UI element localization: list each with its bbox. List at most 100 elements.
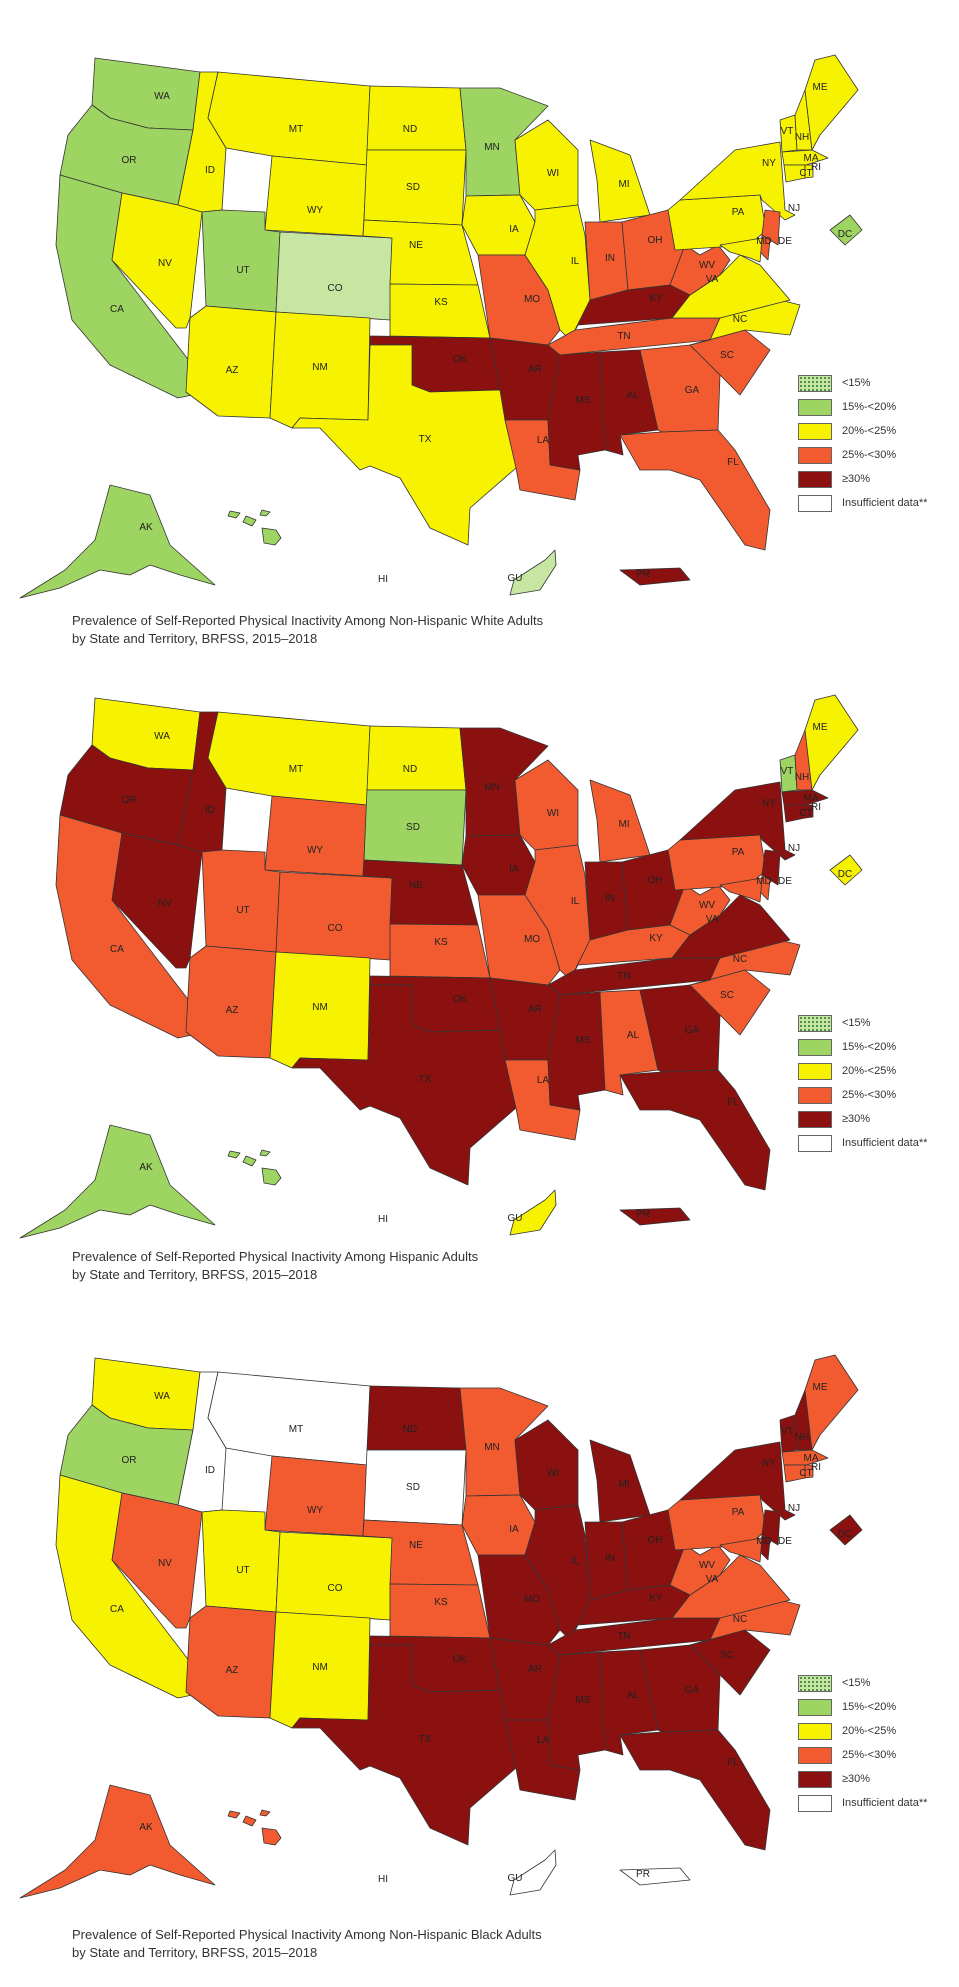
state-label-az: AZ [226,1005,239,1016]
legend-swatch [798,1795,832,1812]
state-wi [514,759,579,851]
state-label-dc: DC [838,1529,852,1540]
state-il [524,1504,591,1641]
legend-label: 25%-<30% [842,449,897,461]
state-label-vt: VT [781,766,794,777]
state-dc [829,1514,863,1546]
map-caption: Prevalence of Self-Reported Physical Ina… [72,612,543,648]
state-label-wy: WY [307,205,323,216]
legend-label: 25%-<30% [842,1089,897,1101]
state-label-fl: FL [727,1097,739,1108]
state-label-nh: NH [795,132,809,143]
state-label-oh: OH [648,875,663,886]
state-tx [291,984,517,1186]
state-label-fl: FL [727,457,739,468]
state-label-mo: MO [524,294,540,305]
caption-line-1: Prevalence of Self-Reported Physical Ina… [72,1249,479,1264]
state-label-sc: SC [720,990,734,1001]
state-label-mn: MN [484,782,500,793]
legend-label: <15% [842,377,871,389]
map-caption: Prevalence of Self-Reported Physical Ina… [72,1248,478,1284]
state-co [275,871,393,961]
state-label-wa: WA [154,731,170,742]
state-label-mt: MT [289,1424,303,1435]
legend-swatch [798,1747,832,1764]
state-mt [207,71,371,166]
state-label-nj: NJ [788,203,800,214]
state-label-wy: WY [307,1505,323,1516]
state-label-ia: IA [509,1524,519,1535]
state-label-tn: TN [617,971,630,982]
legend-swatch [798,1675,832,1692]
state-label-nm: NM [312,1002,328,1013]
legend-label: 20%-<25% [842,1065,897,1077]
state-label-mi: MI [618,1479,629,1490]
state-label-hi: HI [378,574,388,585]
state-label-ak: AK [139,1822,153,1833]
state-label-in: IN [605,253,615,264]
state-pr [619,567,691,586]
state-wy [264,155,368,237]
state-label-al: AL [627,1690,640,1701]
state-label-nv: NV [158,258,172,269]
state-label-ks: KS [434,297,448,308]
map-panel-non-hispanic-white: WA OR CA NV ID MT WY UT CO AZ NM ND SD NE KS OK TX MN IA MO… [0,0,959,650]
state-label-tx: TX [419,1734,432,1745]
legend-label: <15% [842,1677,871,1689]
state-label-pr: PR [636,569,650,580]
state-label-nv: NV [158,1558,172,1569]
state-label-tx: TX [419,434,432,445]
state-label-co: CO [328,923,343,934]
map-caption: Prevalence of Self-Reported Physical Ina… [72,1926,542,1962]
state-label-nj: NJ [788,1503,800,1514]
state-label-gu: GU [508,1213,523,1224]
state-label-ma: MA [804,793,819,804]
caption-line-2: by State and Territory, BRFSS, 2015–2018 [72,631,318,646]
state-label-ca: CA [110,1604,124,1615]
state-nd [366,85,467,151]
state-me [804,694,859,791]
legend-label: 25%-<30% [842,1749,897,1761]
state-label-md: MD [756,236,772,247]
state-label-ok: OK [453,354,468,365]
state-az [185,305,277,419]
legend-swatch [798,447,832,464]
state-label-oh: OH [648,235,663,246]
state-ks [389,283,491,339]
state-label-ri: RI [811,802,821,813]
state-label-ky: KY [649,293,663,304]
legend-label: Insufficient data** [842,1137,928,1149]
state-ia [461,1494,536,1556]
legend-label: ≥30% [842,473,871,485]
state-hi [227,1149,282,1186]
state-label-md: MD [756,1536,772,1547]
legend-swatch [798,1111,832,1128]
legend-swatch [798,1771,832,1788]
state-label-ak: AK [139,522,153,533]
state-label-il: IL [571,256,580,267]
state-ks [389,1583,491,1639]
legend-swatch [798,1063,832,1080]
state-label-il: IL [571,1556,580,1567]
state-label-nh: NH [795,772,809,783]
state-label-nd: ND [403,124,417,135]
state-label-nm: NM [312,1662,328,1673]
legend-swatch [798,495,832,512]
choropleth-map: WA OR CA NV ID MT WY UT CO AZ NM ND SD NE KS OK TX MN IA MO… [19,1354,863,1899]
state-label-nm: NM [312,362,328,373]
legend-label: <15% [842,1017,871,1029]
state-label-nc: NC [733,314,747,325]
legend-label: ≥30% [842,1773,871,1785]
state-il [524,204,591,341]
legend-swatch [798,423,832,440]
legend-swatch [798,1039,832,1056]
state-ri [804,1464,814,1479]
state-co [275,1531,393,1621]
state-label-va: VA [706,1574,719,1585]
state-dc [829,854,863,886]
state-label-ok: OK [453,1654,468,1665]
state-ia [461,834,536,896]
legend-label: 20%-<25% [842,1725,897,1737]
state-label-ak: AK [139,1162,153,1173]
state-label-pa: PA [732,207,745,218]
